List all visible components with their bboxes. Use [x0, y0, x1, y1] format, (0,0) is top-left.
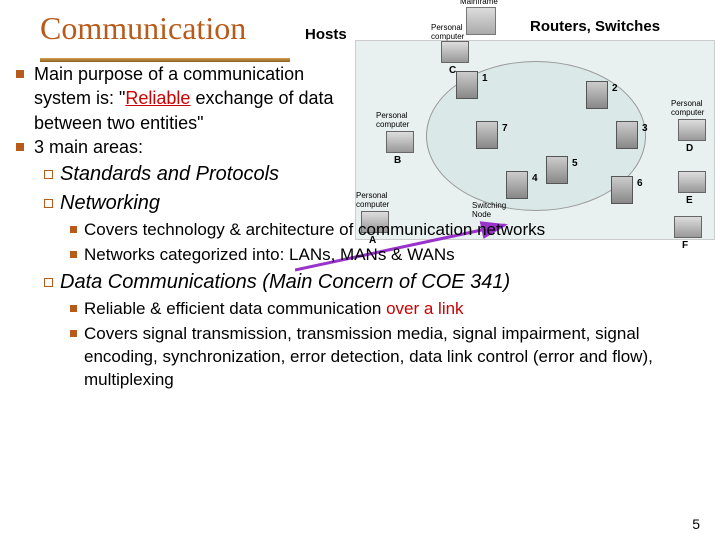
- bullet-standards: Standards and Protocols: [12, 161, 708, 188]
- bullet-networking: Networking: [12, 190, 708, 217]
- slide-content: Main purpose of a communication system i…: [12, 62, 708, 392]
- bullet-3-areas: 3 main areas:: [12, 135, 708, 159]
- host-C: [441, 41, 469, 63]
- page-number: 5: [692, 516, 700, 532]
- slide-title: Communication: [40, 10, 246, 47]
- mainframe-label: Mainframe: [460, 0, 498, 6]
- bullet-reliable-link: Reliable & efficient data communication …: [12, 298, 708, 321]
- routers-label: Routers, Switches: [530, 18, 660, 35]
- bullet-data-comm: Data Communications (Main Concern of COE…: [12, 269, 708, 296]
- bullet-covers-tech: Covers technology & architecture of comm…: [12, 219, 708, 242]
- bullet-covers-signal: Covers signal transmission, transmission…: [12, 323, 708, 392]
- host-sublabel-2: Personal computer: [431, 23, 471, 41]
- hosts-label: Hosts: [305, 26, 347, 43]
- bullet-main-purpose: Main purpose of a communication system i…: [12, 62, 352, 135]
- bullet-lans-mans-wans: Networks categorized into: LANs, MANs & …: [12, 244, 708, 267]
